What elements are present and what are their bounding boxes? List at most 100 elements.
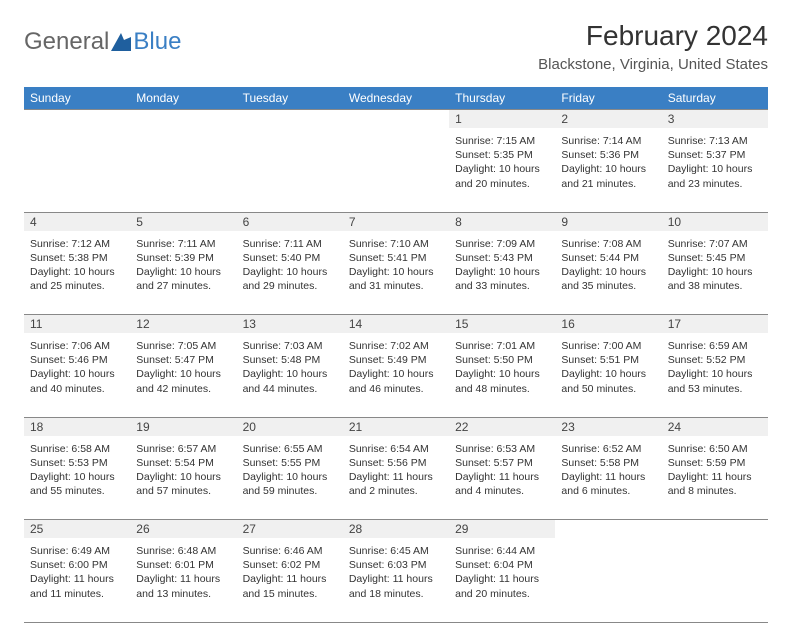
day-info-text: Sunrise: 6:53 AMSunset: 5:57 PMDaylight:… bbox=[453, 440, 551, 499]
day-cell: Sunrise: 6:49 AMSunset: 6:00 PMDaylight:… bbox=[24, 538, 130, 622]
day-header-cell: Sunday bbox=[24, 87, 130, 110]
date-number-cell: 17 bbox=[662, 315, 768, 334]
day-info-row: Sunrise: 7:12 AMSunset: 5:38 PMDaylight:… bbox=[24, 231, 768, 315]
day-cell bbox=[343, 128, 449, 212]
date-number-cell: 7 bbox=[343, 212, 449, 231]
date-number-cell bbox=[662, 520, 768, 539]
day-info-text: Sunrise: 7:08 AMSunset: 5:44 PMDaylight:… bbox=[559, 235, 657, 294]
date-number-cell: 18 bbox=[24, 417, 130, 436]
date-number-cell bbox=[343, 110, 449, 129]
logo: General Blue bbox=[24, 28, 181, 56]
date-number-cell: 5 bbox=[130, 212, 236, 231]
date-number-cell: 24 bbox=[662, 417, 768, 436]
date-number-row: 123 bbox=[24, 110, 768, 129]
date-number-row: 18192021222324 bbox=[24, 417, 768, 436]
date-number-cell: 16 bbox=[555, 315, 661, 334]
day-info-text: Sunrise: 7:02 AMSunset: 5:49 PMDaylight:… bbox=[347, 337, 445, 396]
day-cell: Sunrise: 7:10 AMSunset: 5:41 PMDaylight:… bbox=[343, 231, 449, 315]
date-number-cell: 21 bbox=[343, 417, 449, 436]
day-cell: Sunrise: 7:03 AMSunset: 5:48 PMDaylight:… bbox=[237, 333, 343, 417]
day-info-text: Sunrise: 7:12 AMSunset: 5:38 PMDaylight:… bbox=[28, 235, 126, 294]
day-header-cell: Tuesday bbox=[237, 87, 343, 110]
date-number-cell bbox=[24, 110, 130, 129]
day-cell: Sunrise: 7:08 AMSunset: 5:44 PMDaylight:… bbox=[555, 231, 661, 315]
day-cell: Sunrise: 6:50 AMSunset: 5:59 PMDaylight:… bbox=[662, 436, 768, 520]
header: General Blue February 2024 Blackstone, V… bbox=[24, 20, 768, 73]
day-info-text: Sunrise: 7:15 AMSunset: 5:35 PMDaylight:… bbox=[453, 132, 551, 191]
day-info-text: Sunrise: 6:59 AMSunset: 5:52 PMDaylight:… bbox=[666, 337, 764, 396]
date-number-cell: 23 bbox=[555, 417, 661, 436]
date-number-cell: 28 bbox=[343, 520, 449, 539]
day-info-text: Sunrise: 6:46 AMSunset: 6:02 PMDaylight:… bbox=[241, 542, 339, 601]
date-number-row: 45678910 bbox=[24, 212, 768, 231]
day-info-text: Sunrise: 6:50 AMSunset: 5:59 PMDaylight:… bbox=[666, 440, 764, 499]
day-info-row: Sunrise: 7:15 AMSunset: 5:35 PMDaylight:… bbox=[24, 128, 768, 212]
day-cell bbox=[555, 538, 661, 622]
date-number-cell: 13 bbox=[237, 315, 343, 334]
day-info-text: Sunrise: 6:52 AMSunset: 5:58 PMDaylight:… bbox=[559, 440, 657, 499]
day-cell: Sunrise: 7:02 AMSunset: 5:49 PMDaylight:… bbox=[343, 333, 449, 417]
date-number-cell: 1 bbox=[449, 110, 555, 129]
day-info-text: Sunrise: 7:13 AMSunset: 5:37 PMDaylight:… bbox=[666, 132, 764, 191]
date-number-cell: 29 bbox=[449, 520, 555, 539]
day-cell: Sunrise: 6:44 AMSunset: 6:04 PMDaylight:… bbox=[449, 538, 555, 622]
date-number-cell: 20 bbox=[237, 417, 343, 436]
day-info-text: Sunrise: 7:11 AMSunset: 5:39 PMDaylight:… bbox=[134, 235, 232, 294]
day-info-text: Sunrise: 6:48 AMSunset: 6:01 PMDaylight:… bbox=[134, 542, 232, 601]
day-header-row: SundayMondayTuesdayWednesdayThursdayFrid… bbox=[24, 87, 768, 110]
day-cell: Sunrise: 7:00 AMSunset: 5:51 PMDaylight:… bbox=[555, 333, 661, 417]
logo-text-blue: Blue bbox=[133, 28, 181, 56]
day-info-text: Sunrise: 6:54 AMSunset: 5:56 PMDaylight:… bbox=[347, 440, 445, 499]
logo-text-general: General bbox=[24, 28, 109, 56]
date-number-cell: 11 bbox=[24, 315, 130, 334]
date-number-row: 11121314151617 bbox=[24, 315, 768, 334]
day-info-text: Sunrise: 6:44 AMSunset: 6:04 PMDaylight:… bbox=[453, 542, 551, 601]
day-info-text: Sunrise: 7:00 AMSunset: 5:51 PMDaylight:… bbox=[559, 337, 657, 396]
day-header-cell: Saturday bbox=[662, 87, 768, 110]
day-cell: Sunrise: 7:09 AMSunset: 5:43 PMDaylight:… bbox=[449, 231, 555, 315]
day-cell bbox=[130, 128, 236, 212]
date-number-cell: 25 bbox=[24, 520, 130, 539]
day-header-cell: Wednesday bbox=[343, 87, 449, 110]
day-cell: Sunrise: 6:46 AMSunset: 6:02 PMDaylight:… bbox=[237, 538, 343, 622]
day-cell: Sunrise: 7:06 AMSunset: 5:46 PMDaylight:… bbox=[24, 333, 130, 417]
day-info-text: Sunrise: 6:57 AMSunset: 5:54 PMDaylight:… bbox=[134, 440, 232, 499]
day-cell: Sunrise: 6:57 AMSunset: 5:54 PMDaylight:… bbox=[130, 436, 236, 520]
date-number-cell: 10 bbox=[662, 212, 768, 231]
day-cell: Sunrise: 6:58 AMSunset: 5:53 PMDaylight:… bbox=[24, 436, 130, 520]
date-number-cell: 2 bbox=[555, 110, 661, 129]
day-cell: Sunrise: 6:48 AMSunset: 6:01 PMDaylight:… bbox=[130, 538, 236, 622]
date-number-cell: 26 bbox=[130, 520, 236, 539]
day-info-row: Sunrise: 6:49 AMSunset: 6:00 PMDaylight:… bbox=[24, 538, 768, 622]
date-number-cell bbox=[130, 110, 236, 129]
date-number-cell: 15 bbox=[449, 315, 555, 334]
day-info-text: Sunrise: 7:03 AMSunset: 5:48 PMDaylight:… bbox=[241, 337, 339, 396]
day-info-text: Sunrise: 7:01 AMSunset: 5:50 PMDaylight:… bbox=[453, 337, 551, 396]
month-title: February 2024 bbox=[538, 20, 768, 52]
day-info-text: Sunrise: 7:11 AMSunset: 5:40 PMDaylight:… bbox=[241, 235, 339, 294]
day-info-row: Sunrise: 6:58 AMSunset: 5:53 PMDaylight:… bbox=[24, 436, 768, 520]
day-info-text: Sunrise: 7:10 AMSunset: 5:41 PMDaylight:… bbox=[347, 235, 445, 294]
day-info-text: Sunrise: 7:05 AMSunset: 5:47 PMDaylight:… bbox=[134, 337, 232, 396]
day-cell: Sunrise: 6:59 AMSunset: 5:52 PMDaylight:… bbox=[662, 333, 768, 417]
day-cell: Sunrise: 7:01 AMSunset: 5:50 PMDaylight:… bbox=[449, 333, 555, 417]
date-number-cell: 8 bbox=[449, 212, 555, 231]
day-cell bbox=[24, 128, 130, 212]
logo-triangle-icon bbox=[111, 33, 131, 51]
day-cell: Sunrise: 7:11 AMSunset: 5:40 PMDaylight:… bbox=[237, 231, 343, 315]
day-info-text: Sunrise: 6:49 AMSunset: 6:00 PMDaylight:… bbox=[28, 542, 126, 601]
day-cell: Sunrise: 7:05 AMSunset: 5:47 PMDaylight:… bbox=[130, 333, 236, 417]
day-header-cell: Friday bbox=[555, 87, 661, 110]
day-cell bbox=[237, 128, 343, 212]
day-info-text: Sunrise: 7:09 AMSunset: 5:43 PMDaylight:… bbox=[453, 235, 551, 294]
date-number-cell: 12 bbox=[130, 315, 236, 334]
day-cell: Sunrise: 7:12 AMSunset: 5:38 PMDaylight:… bbox=[24, 231, 130, 315]
date-number-cell bbox=[555, 520, 661, 539]
day-info-text: Sunrise: 7:14 AMSunset: 5:36 PMDaylight:… bbox=[559, 132, 657, 191]
date-number-row: 2526272829 bbox=[24, 520, 768, 539]
day-cell: Sunrise: 7:11 AMSunset: 5:39 PMDaylight:… bbox=[130, 231, 236, 315]
date-number-cell: 9 bbox=[555, 212, 661, 231]
day-cell: Sunrise: 6:54 AMSunset: 5:56 PMDaylight:… bbox=[343, 436, 449, 520]
day-info-text: Sunrise: 6:55 AMSunset: 5:55 PMDaylight:… bbox=[241, 440, 339, 499]
day-cell: Sunrise: 7:07 AMSunset: 5:45 PMDaylight:… bbox=[662, 231, 768, 315]
